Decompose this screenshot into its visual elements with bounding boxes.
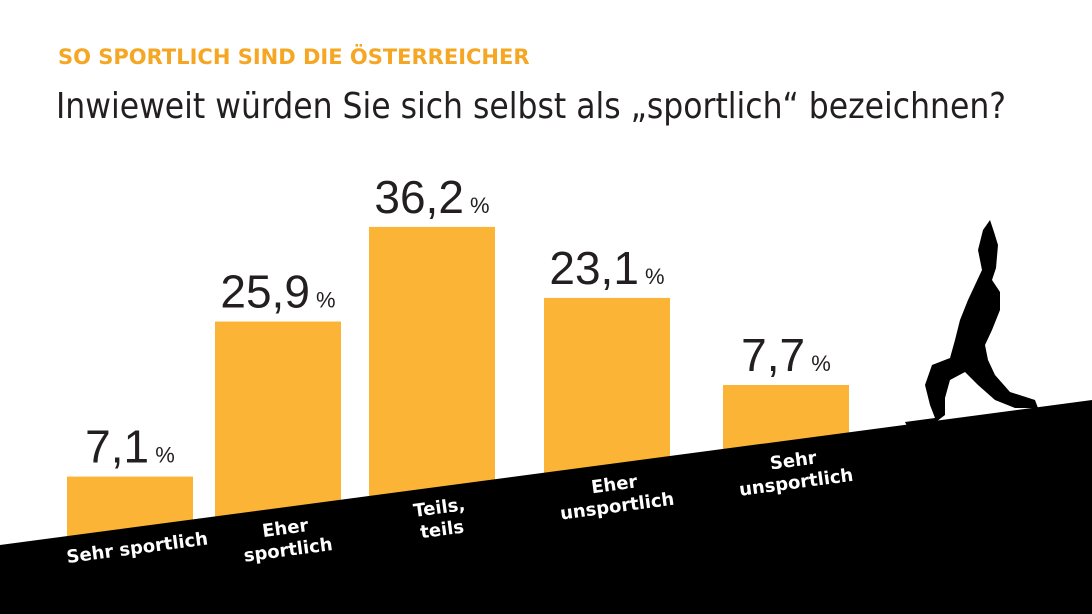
- chart-title: SO SPORTLICH SIND DIE ÖSTERREICHER: [58, 44, 530, 69]
- chart-subtitle: Inwieweit würden Sie sich selbst als „sp…: [56, 86, 1006, 127]
- value-label: 7,7 %: [741, 329, 831, 381]
- value-label: 25,9 %: [220, 266, 335, 318]
- value-label: 7,1 %: [85, 421, 175, 473]
- ground: [0, 400, 1092, 614]
- value-label: 23,1 %: [549, 242, 664, 294]
- bar: [369, 226, 495, 528]
- value-label: 36,2 %: [374, 171, 489, 223]
- category-label: Teils,teils: [412, 494, 469, 543]
- athlete-silhouette: [905, 220, 1038, 428]
